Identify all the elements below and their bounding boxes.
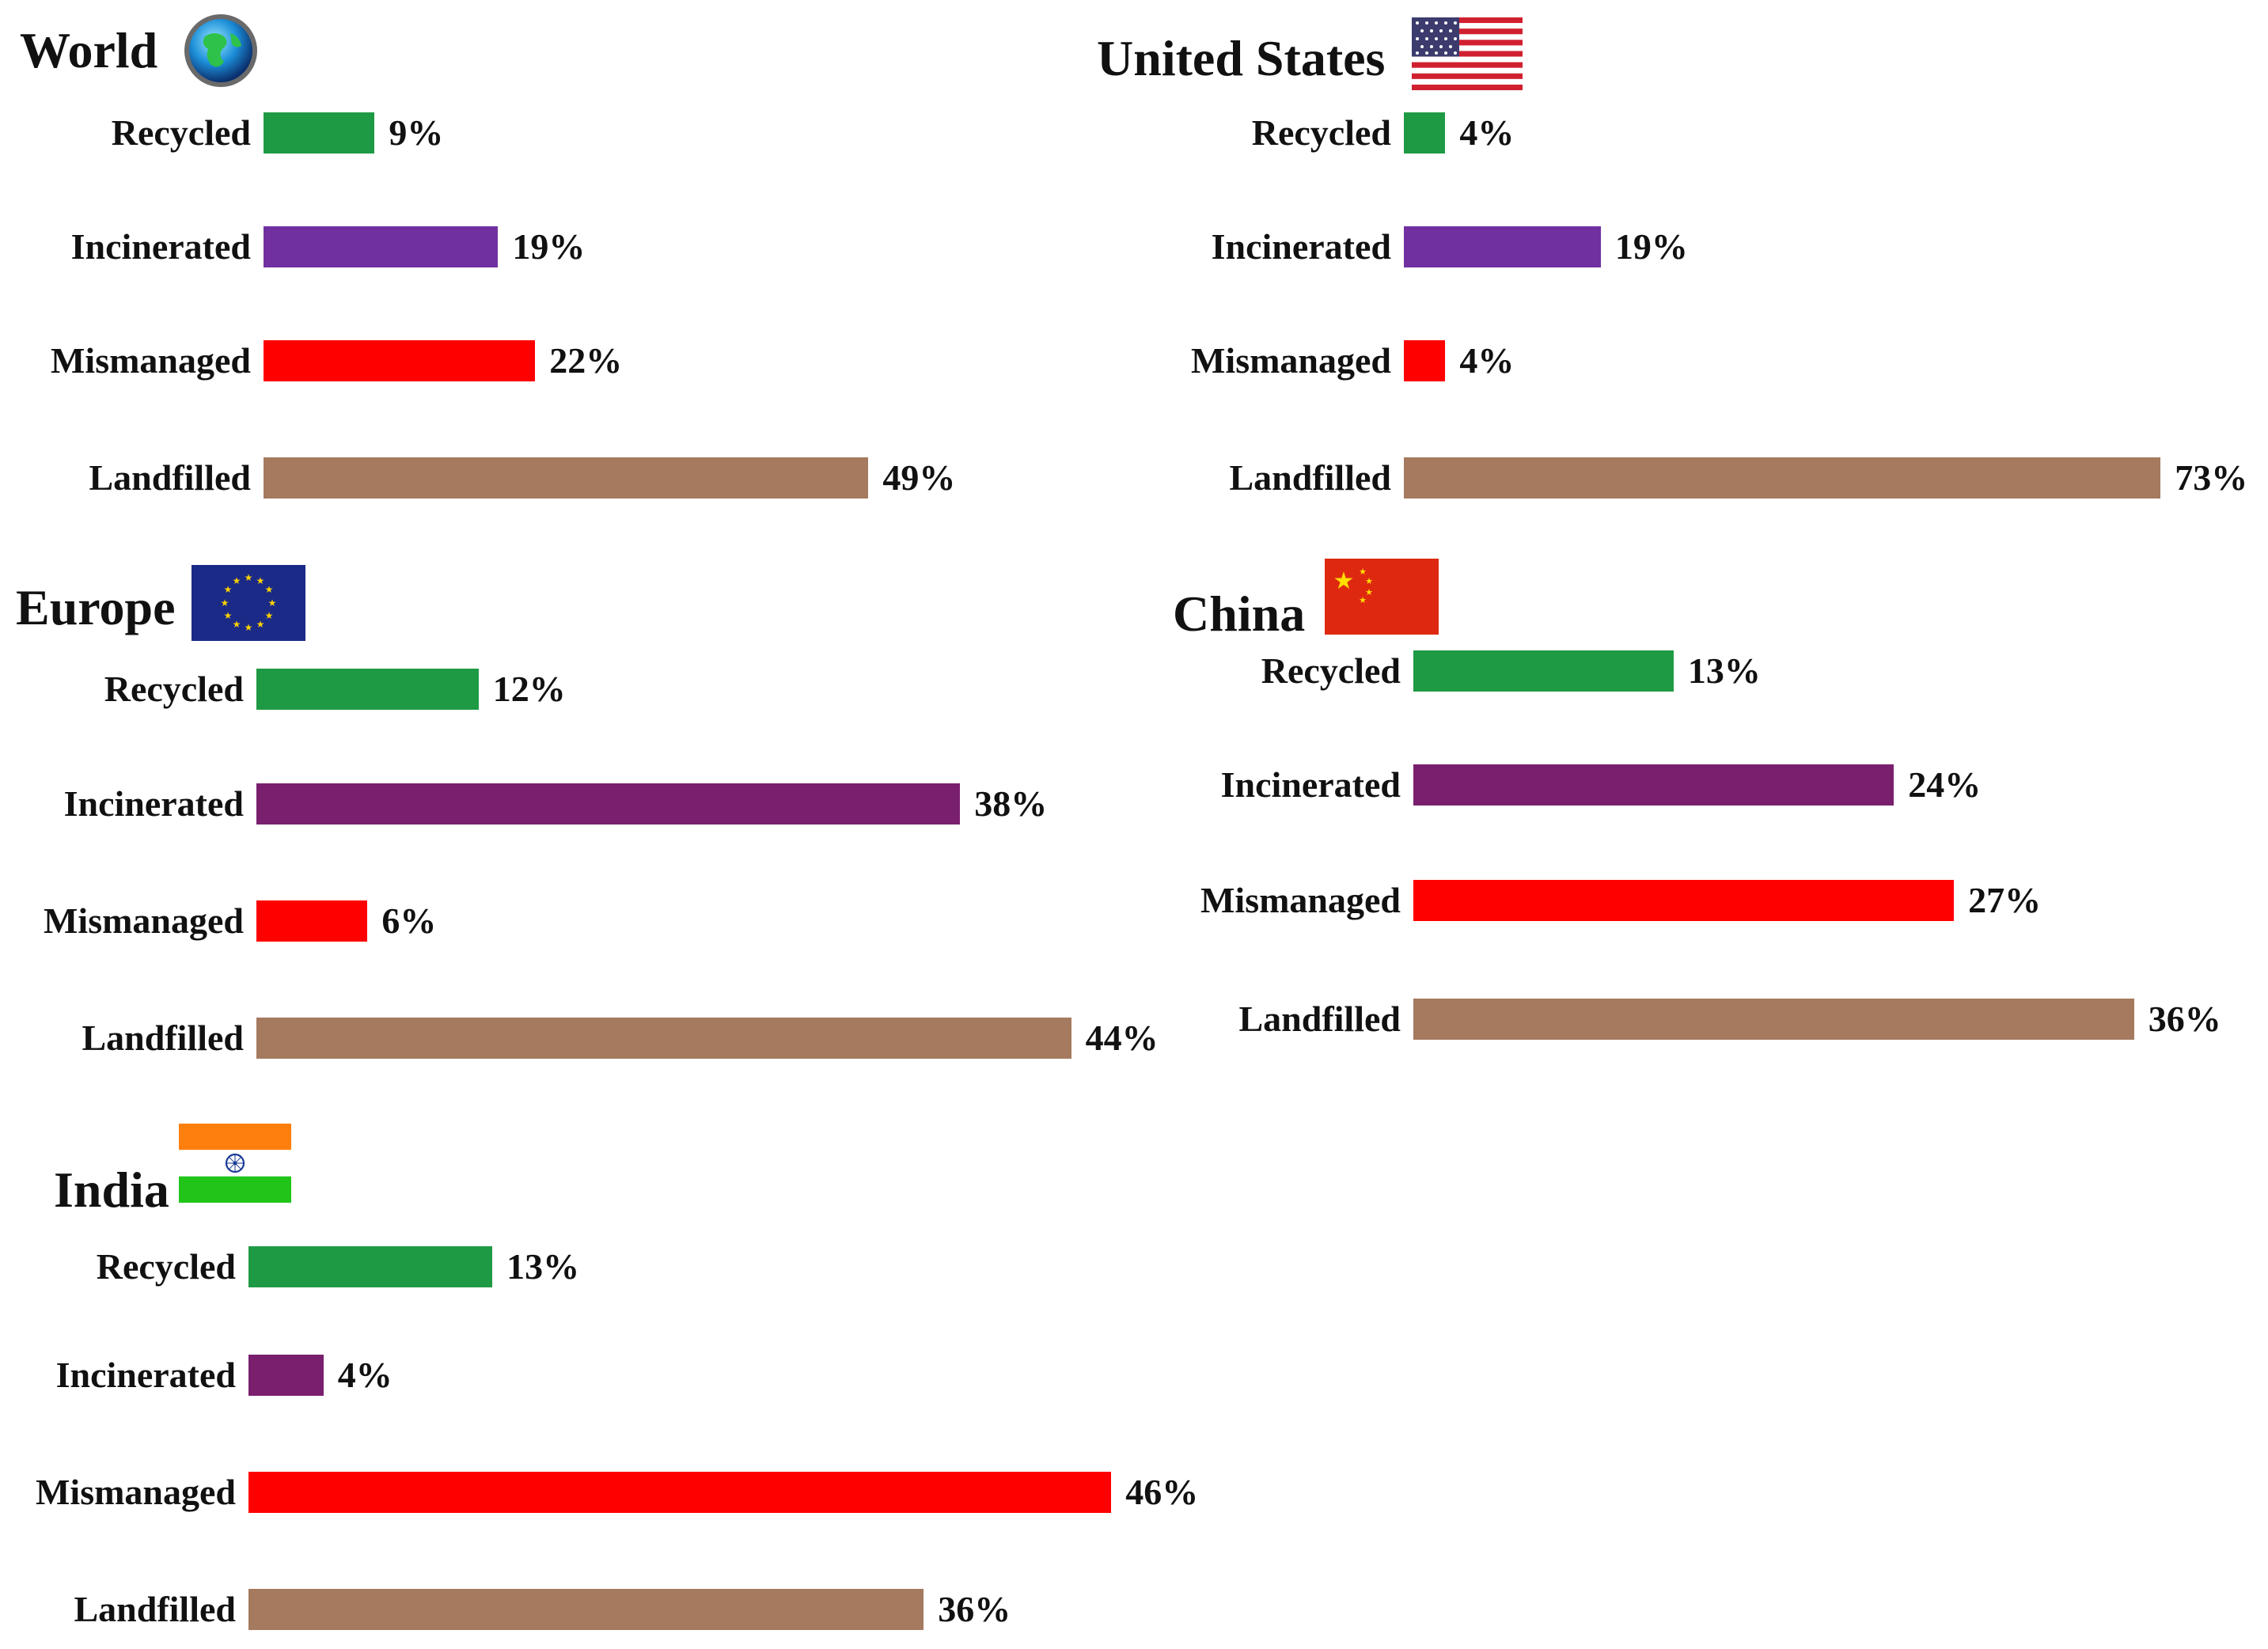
svg-text:★: ★	[265, 584, 274, 595]
category-label: Incinerated	[55, 1355, 236, 1395]
us-flag-icon	[1412, 17, 1523, 90]
value-label: 22%	[549, 340, 623, 381]
category-label: Incinerated	[1220, 764, 1401, 805]
value-label: 13%	[506, 1246, 580, 1287]
bar-mismanaged	[264, 340, 536, 381]
svg-text:★: ★	[256, 575, 265, 586]
category-label: Landfilled	[1238, 999, 1401, 1039]
category-label: Mismanaged	[36, 1472, 236, 1512]
category-label: Mismanaged	[1191, 340, 1391, 381]
bar-recycled	[264, 112, 375, 154]
value-label: 4%	[337, 1355, 393, 1395]
panel-title: China	[1173, 586, 1306, 642]
bar-landfilled	[256, 1018, 1071, 1059]
bar-recycled	[1404, 112, 1446, 154]
category-label: Landfilled	[89, 457, 251, 498]
bar-incinerated	[256, 783, 961, 824]
svg-text:★: ★	[233, 575, 241, 586]
value-label: 24%	[1908, 764, 1982, 805]
svg-text:★: ★	[1333, 567, 1355, 595]
china-flag-icon: ★ ★ ★ ★ ★	[1325, 559, 1439, 635]
value-label: 6%	[381, 900, 437, 941]
bar-recycled	[248, 1246, 493, 1287]
svg-text:★: ★	[265, 610, 274, 621]
category-label: Incinerated	[1211, 226, 1391, 267]
bar-landfilled	[1404, 457, 2161, 498]
value-label: 19%	[512, 226, 586, 267]
category-label: Landfilled	[1229, 457, 1391, 498]
panel-title: Europe	[16, 579, 176, 635]
bar-incinerated	[1413, 764, 1894, 806]
category-label: Recycled	[1261, 650, 1401, 691]
bar-mismanaged	[1413, 880, 1955, 921]
value-label: 4%	[1459, 340, 1515, 381]
panel-title: India	[54, 1162, 169, 1218]
united-states-chart-panel: United States Recycled 4% Incinerated 19% Mi…	[1097, 0, 2247, 522]
svg-text:★: ★	[256, 619, 265, 630]
value-label: 36%	[938, 1589, 1011, 1629]
eu-flag-icon: ★ ★★ ★★★ ★★★ ★★★	[192, 565, 305, 641]
bar-mismanaged	[256, 900, 368, 942]
panel-title: World	[20, 22, 158, 78]
value-label: 27%	[1968, 880, 2042, 920]
category-label: Mismanaged	[51, 340, 251, 381]
svg-text:★: ★	[1365, 587, 1373, 597]
value-label: 46%	[1125, 1472, 1199, 1512]
europe-chart-panel: Europe ★ ★ ★ ★ ★ ★ ★ ★ ★ ★ ★ ★ Recycled 12% Incine…	[16, 554, 1159, 1076]
bar-landfilled	[248, 1589, 924, 1630]
svg-text:★: ★	[1365, 576, 1373, 586]
bar-mismanaged	[1404, 340, 1446, 381]
world-chart-panel: World Recycled 9% Incinerated 19% Mismanaged…	[20, 0, 976, 522]
globe-icon	[184, 14, 257, 87]
value-label: 73%	[2175, 457, 2248, 498]
panel-title: United States	[1097, 30, 1386, 86]
value-label: 44%	[1085, 1018, 1159, 1058]
svg-text:★: ★	[245, 572, 253, 583]
svg-text:★: ★	[224, 584, 233, 595]
bar-recycled	[1413, 650, 1674, 692]
value-label: 49%	[882, 457, 956, 498]
svg-text:★: ★	[1359, 567, 1367, 577]
bar-landfilled	[1413, 999, 2134, 1040]
category-label: Landfilled	[74, 1589, 236, 1629]
category-label: Recycled	[96, 1246, 236, 1287]
value-label: 38%	[974, 783, 1048, 824]
svg-text:★: ★	[224, 610, 233, 621]
bar-recycled	[256, 669, 479, 710]
category-label: Recycled	[1251, 112, 1391, 153]
category-label: Mismanaged	[1200, 880, 1401, 920]
value-label: 19%	[1614, 226, 1688, 267]
value-label: 9%	[389, 112, 444, 153]
category-label: Recycled	[111, 112, 251, 153]
bar-incinerated	[264, 226, 499, 267]
category-label: Recycled	[104, 669, 244, 709]
category-label: Incinerated	[63, 783, 244, 824]
svg-text:★: ★	[268, 597, 277, 608]
bar-incinerated	[1404, 226, 1601, 267]
value-label: 36%	[2148, 999, 2221, 1039]
category-label: Mismanaged	[44, 900, 244, 941]
category-label: Landfilled	[82, 1018, 244, 1058]
category-label: Incinerated	[70, 226, 251, 267]
bar-mismanaged	[248, 1472, 1112, 1513]
value-label: 4%	[1459, 112, 1515, 153]
value-label: 13%	[1687, 650, 1761, 691]
india-chart-panel: India Recycled 13% Incinerated 4% Mismanaged…	[36, 1124, 1198, 1649]
india-flag-icon	[179, 1124, 291, 1203]
svg-text:★: ★	[233, 619, 241, 630]
svg-text:★: ★	[245, 622, 253, 633]
bar-incinerated	[248, 1355, 324, 1396]
svg-text:★: ★	[221, 597, 229, 608]
china-chart-panel: China ★ ★ ★ ★ ★ Recycled 13% Incinerated 24…	[1173, 554, 2221, 1076]
bar-landfilled	[264, 457, 869, 498]
svg-text:★: ★	[1359, 595, 1367, 605]
value-label: 12%	[492, 669, 566, 709]
